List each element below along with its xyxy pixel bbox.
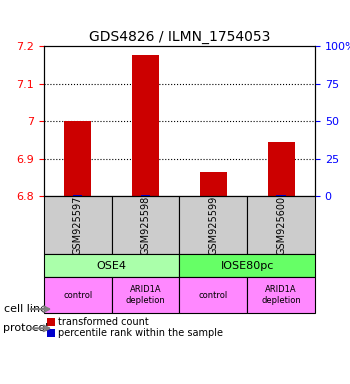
Text: OSE4: OSE4	[97, 260, 127, 271]
FancyBboxPatch shape	[112, 196, 179, 254]
Text: ARID1A
depletion: ARID1A depletion	[126, 285, 165, 305]
FancyBboxPatch shape	[44, 277, 112, 313]
Title: GDS4826 / ILMN_1754053: GDS4826 / ILMN_1754053	[89, 30, 270, 44]
Bar	[47, 329, 55, 337]
FancyBboxPatch shape	[179, 196, 247, 254]
FancyBboxPatch shape	[247, 196, 315, 254]
FancyBboxPatch shape	[44, 196, 112, 254]
Text: GSM925597: GSM925597	[73, 195, 83, 255]
Bar	[141, 195, 150, 196]
Text: IOSE80pc: IOSE80pc	[220, 260, 274, 271]
FancyBboxPatch shape	[44, 254, 179, 277]
Text: GSM925598: GSM925598	[140, 195, 150, 255]
Text: protocol: protocol	[4, 323, 49, 333]
Text: GSM925599: GSM925599	[208, 195, 218, 255]
Bar	[47, 318, 55, 326]
Text: ARID1A
depletion: ARID1A depletion	[261, 285, 301, 305]
Bar	[276, 195, 286, 196]
FancyBboxPatch shape	[179, 277, 247, 313]
FancyBboxPatch shape	[179, 254, 315, 277]
FancyBboxPatch shape	[247, 277, 315, 313]
Bar	[267, 142, 295, 196]
Bar	[200, 172, 227, 196]
Bar	[132, 55, 159, 196]
Text: percentile rank within the sample: percentile rank within the sample	[58, 328, 223, 338]
Text: GSM925600: GSM925600	[276, 195, 286, 255]
Text: control: control	[199, 291, 228, 300]
Text: cell line: cell line	[4, 304, 47, 314]
Text: transformed count: transformed count	[58, 317, 149, 327]
FancyBboxPatch shape	[112, 277, 179, 313]
Text: control: control	[63, 291, 92, 300]
Bar	[64, 121, 91, 196]
Bar	[73, 195, 82, 196]
